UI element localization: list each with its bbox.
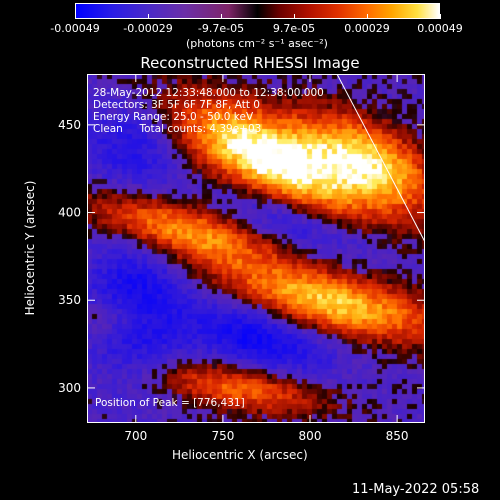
plot-area: 28-May-2012 12:33:48.000 to 12:38:00.000… (87, 74, 425, 423)
x-tick-label: 700 (124, 429, 147, 443)
x-axis-label: Heliocentric X (arcsec) (172, 448, 308, 462)
y-tick-label: 350 (58, 293, 81, 307)
colorbar-tick-mark (367, 14, 368, 19)
colorbar-tick-label: 0.00029 (344, 22, 390, 35)
colorbar-tick-mark (148, 14, 149, 19)
solar-limb-line (336, 74, 425, 243)
colorbar-tick-mark (221, 14, 222, 19)
colorbar-unit-label: (photons cm⁻² s⁻¹ asec⁻²) (186, 37, 328, 50)
x-tick-label: 850 (386, 429, 409, 443)
colorbar-tick-mark (75, 14, 76, 19)
info-line-4: Clean Total counts: 4.39e+03 (93, 123, 262, 135)
y-tick-label: 400 (58, 206, 81, 220)
colorbar-tick-label: 0.00049 (417, 22, 463, 35)
colorbar-tick-label: 9.7e-05 (272, 22, 316, 35)
overlay-layer (336, 74, 425, 243)
info-line-2: Detectors: 3F 5F 6F 7F 8F, Att 0 (93, 99, 260, 111)
colorbar (75, 3, 440, 19)
y-axis-label: Heliocentric Y (arcsec) (23, 180, 37, 316)
info-line-3: Energy Range: 25.0 - 50.0 keV (93, 111, 254, 123)
colorbar-tick-label: -0.00029 (123, 22, 173, 35)
colorbar-tick-mark (440, 14, 441, 19)
y-tick-label: 450 (58, 118, 81, 132)
x-tick-label: 800 (299, 429, 322, 443)
colorbar-tick-label: -0.00049 (50, 22, 100, 35)
timestamp: 11-May-2022 05:58 (352, 482, 480, 497)
colorbar-tick-mark (294, 14, 295, 19)
colorbar-tick-label: -9.7e-05 (197, 22, 245, 35)
y-tick-label: 300 (58, 381, 81, 395)
peak-position-label: Position of Peak = [776,431] (95, 397, 245, 409)
info-line-1: 28-May-2012 12:33:48.000 to 12:38:00.000 (93, 87, 324, 99)
chart-title: Reconstructed RHESSI Image (140, 54, 360, 72)
x-tick-label: 750 (211, 429, 234, 443)
heatmap-image (87, 74, 425, 423)
